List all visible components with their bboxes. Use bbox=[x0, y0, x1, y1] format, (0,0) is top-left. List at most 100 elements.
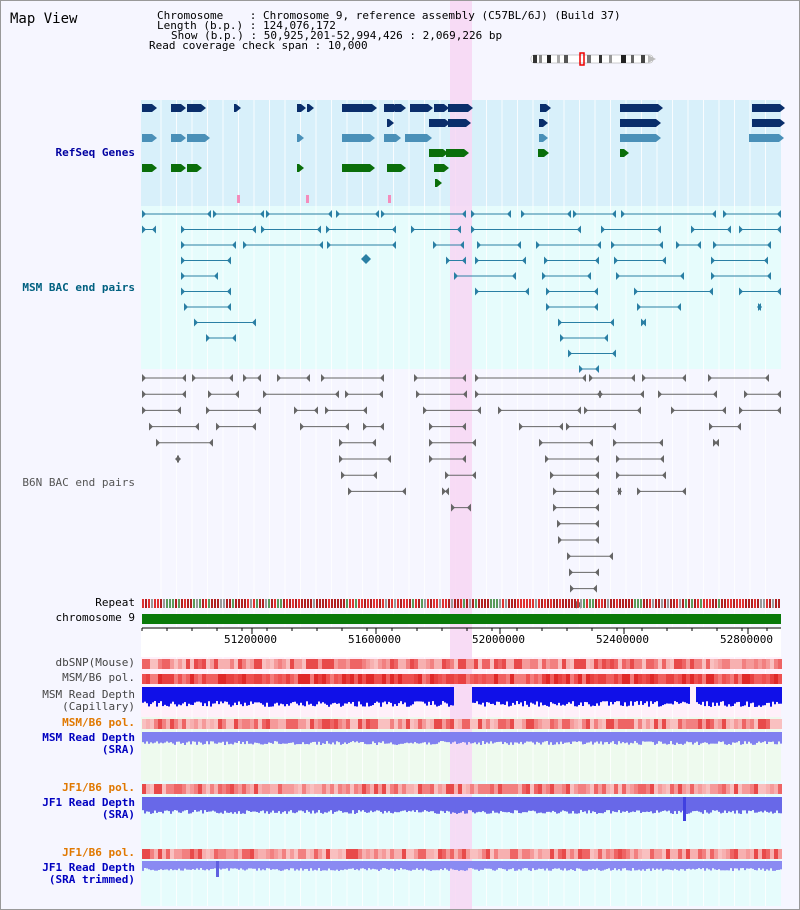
jf1-sra-depth bbox=[698, 797, 700, 812]
msm-capillary-depth bbox=[174, 687, 176, 705]
msm-capillary-depth bbox=[734, 687, 736, 704]
jf1-b6-pol-trim-block bbox=[518, 849, 522, 859]
msm-b6-pol-sra-block bbox=[222, 719, 226, 729]
msm-b6-pol-block bbox=[334, 674, 338, 684]
dbsnp-block bbox=[314, 659, 318, 669]
msm-b6-pol-sra-block bbox=[722, 719, 726, 729]
msm-sra-depth bbox=[416, 732, 418, 744]
jf1-sra-depth bbox=[592, 797, 594, 812]
repeat-block bbox=[760, 599, 762, 608]
jf1-trim-depth bbox=[660, 861, 662, 869]
jf1-trim-depth bbox=[334, 861, 336, 871]
jf1-trim-depth bbox=[422, 861, 424, 871]
jf1-sra-depth bbox=[372, 797, 374, 813]
msm-b6-pol-sra-block bbox=[314, 719, 318, 729]
msm-sra-depth bbox=[372, 732, 374, 742]
msm-b6-pol-sra-block bbox=[214, 719, 218, 729]
msm-b6-pol-block bbox=[178, 674, 182, 684]
msm-capillary-depth bbox=[572, 687, 574, 702]
bac-end bbox=[175, 455, 179, 463]
msm-capillary-depth bbox=[452, 687, 454, 706]
msm-sra-depth bbox=[210, 732, 212, 742]
msm-sra-depth bbox=[364, 732, 366, 744]
msm-b6-pol-block bbox=[694, 674, 698, 684]
jf1-read-depth-trimmed-label[interactable]: JF1 Read Depth (SRA trimmed) bbox=[42, 862, 135, 886]
msm-b6-pol-block bbox=[750, 674, 754, 684]
repeat-block bbox=[601, 599, 603, 608]
jf1-sra-depth bbox=[342, 797, 344, 813]
msm-b6-pol-block bbox=[490, 674, 494, 684]
repeat-block bbox=[151, 599, 153, 608]
jf1-b6-pol-trim-block bbox=[710, 849, 714, 859]
dbsnp-track-label[interactable]: dbSNP(Mouse) bbox=[55, 656, 135, 669]
jf1-b6-pol-trim-block bbox=[178, 849, 182, 859]
repeat-block bbox=[703, 599, 705, 608]
msm-capillary-depth bbox=[682, 687, 684, 702]
jf1-read-depth-label[interactable]: JF1 Read Depth (SRA) bbox=[42, 797, 135, 821]
jf1-trim-depth bbox=[272, 861, 274, 870]
repeat-block bbox=[733, 599, 735, 608]
jf1-b6-pol-block bbox=[482, 784, 486, 794]
jf1-trim-depth bbox=[354, 861, 356, 870]
repeat-block bbox=[715, 599, 717, 608]
msm-b6-pol-block bbox=[262, 674, 266, 684]
msm-sra-depth bbox=[226, 732, 228, 742]
b6n-bac-track-label[interactable]: B6N BAC end pairs bbox=[22, 476, 135, 489]
bac-end bbox=[327, 241, 331, 249]
bac-end bbox=[722, 406, 726, 415]
jf1-trim-depth bbox=[726, 861, 728, 871]
jf1-b6-pol-block bbox=[286, 784, 290, 794]
jf1-b6-pol-trim-block bbox=[582, 849, 586, 859]
msm-capillary-depth bbox=[502, 687, 504, 705]
repeat-block bbox=[616, 599, 618, 608]
jf1-b6-pol-trim-block bbox=[778, 849, 782, 859]
msm-sra-depth bbox=[530, 732, 532, 742]
msm-read-depth-sra-label[interactable]: MSM Read Depth (SRA) bbox=[42, 732, 135, 756]
chromosome-track-label[interactable]: chromosome 9 bbox=[55, 611, 135, 624]
msm-b6-pol-sra-block bbox=[470, 719, 474, 729]
jf1-b6-pol-trimmed-label[interactable]: JF1/B6 pol. bbox=[62, 846, 135, 859]
jf1-b6-pol-trim-block bbox=[442, 849, 446, 859]
jf1-b6-pol-label[interactable]: JF1/B6 pol. bbox=[62, 781, 135, 794]
jf1-trim-depth bbox=[292, 861, 294, 869]
bac-end bbox=[314, 406, 318, 415]
msm-capillary-depth bbox=[238, 687, 240, 702]
msm-capillary-depth bbox=[698, 687, 700, 704]
repeat-block bbox=[394, 599, 396, 608]
gene-arrow bbox=[396, 134, 401, 142]
jf1-b6-pol-trim-block bbox=[222, 849, 226, 859]
jf1-sra-depth bbox=[744, 797, 746, 811]
msm-b6-pol-sra-label[interactable]: MSM/B6 pol. bbox=[62, 716, 135, 729]
msm-b6-pol-label[interactable]: MSM/B6 pol. bbox=[62, 671, 135, 684]
msm-b6-pol-sra-block bbox=[266, 719, 270, 729]
repeat-block bbox=[658, 599, 660, 608]
bac-end bbox=[462, 210, 466, 218]
msm-sra-depth bbox=[736, 732, 738, 743]
msm-bac-track-label[interactable]: MSM BAC end pairs bbox=[22, 281, 135, 294]
msm-sra-depth bbox=[688, 732, 690, 743]
jf1-trim-depth bbox=[766, 861, 768, 870]
show-value: 50,925,201-52,994,426 : 2,069,226 bp bbox=[263, 29, 503, 42]
jf1-trim-depth bbox=[612, 861, 614, 870]
msm-capillary-depth bbox=[350, 687, 352, 704]
msm-b6-pol-block bbox=[538, 674, 542, 684]
msm-sra-depth bbox=[682, 732, 684, 745]
jf1-b6-pol-trim-block bbox=[682, 849, 686, 859]
jf1-b6-pol-block bbox=[262, 784, 266, 794]
jf1-b6-pol-block bbox=[730, 784, 734, 794]
msm-read-depth-capillary-label[interactable]: MSM Read Depth (Capillary) bbox=[42, 689, 135, 713]
msm-b6-pol-block bbox=[726, 674, 730, 684]
msm-b6-pol-block bbox=[382, 674, 386, 684]
bac-end bbox=[595, 536, 599, 544]
jf1-sra-depth bbox=[626, 797, 628, 811]
msm-capillary-depth bbox=[476, 687, 478, 702]
msm-capillary-depth bbox=[154, 687, 156, 702]
msm-b6-pol-sra-block bbox=[594, 719, 598, 729]
ideogram-band bbox=[547, 55, 551, 63]
jf1-sra-depth bbox=[336, 797, 338, 812]
refseq-track-label[interactable]: RefSeq Genes bbox=[55, 146, 135, 159]
jf1-trim-depth bbox=[684, 861, 686, 871]
jf1-b6-pol-block bbox=[318, 784, 322, 794]
repeat-track-label[interactable]: Repeat bbox=[95, 596, 135, 609]
